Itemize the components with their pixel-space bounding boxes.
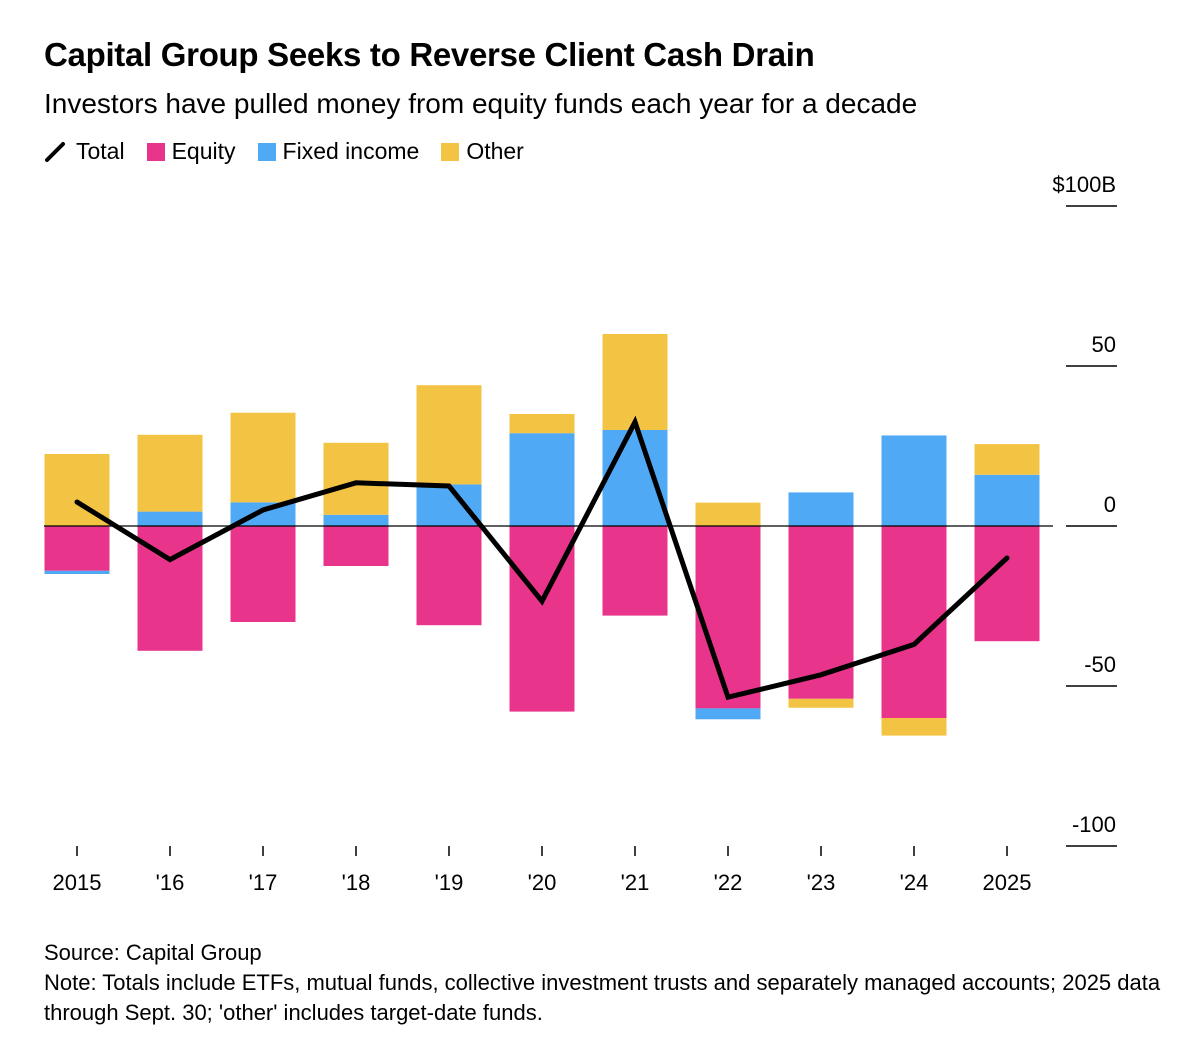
bar-other <box>230 412 296 503</box>
bar-equity <box>695 526 761 709</box>
bar-other <box>416 385 482 485</box>
x-tick-label: 2015 <box>53 870 102 895</box>
bar-fixed-income <box>509 433 575 526</box>
footnote: Note: Totals include ETFs, mutual funds,… <box>44 970 1161 1025</box>
legend-item-other: Other <box>441 138 524 165</box>
bar-other <box>881 718 947 736</box>
total-line-layer <box>74 415 1010 701</box>
bar-other <box>509 414 575 434</box>
bar-fixed-income <box>788 492 854 526</box>
bar-fixed-income <box>416 484 482 526</box>
x-tick-label: '21 <box>621 870 650 895</box>
bar-other <box>974 444 1040 475</box>
line-icon <box>45 141 65 162</box>
total-line <box>74 415 1010 701</box>
y-tick-label: $100B <box>1052 172 1116 197</box>
bar-equity <box>974 526 1040 642</box>
legend-item-fixed-income: Fixed income <box>257 138 420 165</box>
x-tick-label: '24 <box>900 870 929 895</box>
bar-fixed-income <box>137 511 203 526</box>
legend: Total Equity Fixed income Other <box>44 138 546 165</box>
legend-label-equity: Equity <box>171 138 236 164</box>
equity-swatch-icon <box>146 142 165 161</box>
bar-fixed-income <box>881 435 947 526</box>
x-tick-label: '22 <box>714 870 743 895</box>
chart-subtitle: Investors have pulled money from equity … <box>44 88 918 119</box>
x-tick-label: '17 <box>249 870 278 895</box>
bar-other <box>695 502 761 526</box>
bar-equity <box>44 526 110 571</box>
y-tick-label: -50 <box>1084 652 1116 677</box>
y-tick-label: 0 <box>1104 492 1116 517</box>
x-tick-label: '23 <box>807 870 836 895</box>
legend-label-fixed-income: Fixed income <box>282 138 420 164</box>
bar-fixed-income <box>602 430 668 526</box>
bar-fixed-income <box>44 570 110 574</box>
legend-label-other: Other <box>466 138 524 164</box>
bar-fixed-income <box>974 474 1040 526</box>
bar-other <box>323 442 389 515</box>
y-tick-label: -100 <box>1072 812 1116 837</box>
chart-title: Capital Group Seeks to Reverse Client Ca… <box>44 36 815 73</box>
x-tick-label: '18 <box>342 870 371 895</box>
x-tick-label: '19 <box>435 870 464 895</box>
bars-layer <box>44 334 1040 736</box>
bar-other <box>788 698 854 708</box>
y-axis: $100B 50 0 -50 -100 <box>1052 172 1117 847</box>
bar-other <box>137 434 203 512</box>
bar-other <box>602 334 668 430</box>
x-axis: 2015 '16 '17 '18 '19 '20 '21 '22 '23 '24 2025 <box>53 846 1032 895</box>
other-swatch-icon <box>441 142 460 161</box>
bar-fixed-income <box>323 514 389 526</box>
x-tick-label: 2025 <box>983 870 1032 895</box>
x-tick-label: '16 <box>156 870 185 895</box>
legend-item-total: Total <box>44 138 125 165</box>
x-tick-label: '20 <box>528 870 557 895</box>
fixed-income-swatch-icon <box>257 142 276 161</box>
bar-equity <box>323 526 389 566</box>
bar-equity <box>416 526 482 626</box>
bar-equity <box>230 526 296 622</box>
y-tick-label: 50 <box>1092 332 1116 357</box>
legend-item-equity: Equity <box>146 138 236 165</box>
legend-label-total: Total <box>76 138 125 164</box>
bar-equity <box>602 526 668 616</box>
source-note: Source: Capital Group <box>44 940 262 965</box>
footer: Source: Capital Group Note: Totals inclu… <box>44 938 1164 1028</box>
bar-fixed-income <box>695 708 761 720</box>
